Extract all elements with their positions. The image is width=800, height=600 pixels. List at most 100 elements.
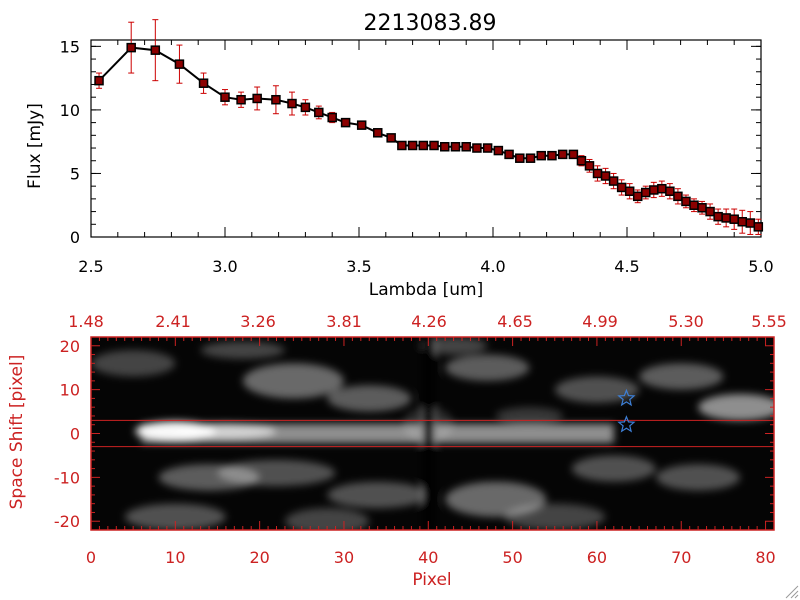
data-point xyxy=(271,94,281,105)
data-point xyxy=(557,149,568,160)
data-point xyxy=(236,94,246,105)
image-blob xyxy=(419,337,488,355)
data-point xyxy=(493,145,504,156)
data-point xyxy=(356,120,367,130)
x-tick-label: 80 xyxy=(755,548,775,567)
top-wavelength-label: 2.41 xyxy=(155,312,191,331)
data-point xyxy=(198,78,209,88)
data-point xyxy=(397,140,407,151)
data-point xyxy=(472,143,482,153)
y-tick-label: -20 xyxy=(54,512,80,531)
data-point xyxy=(616,182,627,193)
y-tick-label: 10 xyxy=(60,381,80,400)
data-point xyxy=(429,140,439,151)
spectrum-error-bars xyxy=(96,19,762,235)
data-point xyxy=(608,176,619,186)
data-point xyxy=(576,155,587,166)
y-tick-label: 10 xyxy=(60,101,80,120)
x-tick-label: 40 xyxy=(418,548,438,567)
y-tick-label: 15 xyxy=(60,37,80,56)
image-blob xyxy=(656,464,741,491)
dark-column xyxy=(421,337,436,530)
data-point xyxy=(373,128,383,138)
y-tick-label: 0 xyxy=(70,228,80,247)
x-tick-label: 60 xyxy=(587,548,607,567)
image-blob xyxy=(445,354,530,381)
spectrum-frame xyxy=(90,39,762,238)
data-point xyxy=(681,196,691,207)
star-icon xyxy=(617,388,636,407)
data-point xyxy=(174,59,185,69)
data-point xyxy=(649,185,659,195)
data-point xyxy=(287,98,297,109)
image-blob xyxy=(327,481,429,509)
data-point xyxy=(536,150,546,161)
data-point xyxy=(126,42,136,53)
y-tick-label: 0 xyxy=(70,425,80,444)
top-wavelength-label: 3.81 xyxy=(326,312,362,331)
data-point xyxy=(407,140,418,151)
data-point xyxy=(657,183,667,194)
data-point xyxy=(482,143,493,153)
resize-grip-icon[interactable] xyxy=(785,585,799,599)
spectrum-y-tick-labels: 0 5 10 15 xyxy=(60,37,80,247)
spectrum-markers xyxy=(94,42,764,232)
top-wavelength-label: 1.48 xyxy=(68,312,104,331)
data-point xyxy=(327,112,337,123)
data-point xyxy=(592,168,603,179)
data-point xyxy=(665,186,675,196)
image-blob xyxy=(285,508,370,530)
data-point xyxy=(450,142,461,152)
data-point xyxy=(641,187,651,198)
data-point xyxy=(300,102,311,113)
star-icon xyxy=(617,415,636,433)
x-tick-label: 3.5 xyxy=(346,257,371,276)
data-point xyxy=(697,203,707,213)
data-point xyxy=(252,93,262,104)
top-wavelength-label: 5.55 xyxy=(751,312,787,331)
image-y-axis-label: Space Shift [pixel] xyxy=(7,355,27,510)
data-point xyxy=(220,92,230,102)
image-blob xyxy=(217,459,336,487)
extraction-lines xyxy=(91,419,774,448)
spectrum-y-axis-label: Flux [mJy] xyxy=(25,103,45,189)
x-tick-label: 70 xyxy=(671,548,691,567)
image-blob xyxy=(571,455,656,482)
image-y-tick-labels: -20 -10 0 10 20 xyxy=(54,337,80,531)
data-point xyxy=(547,150,557,161)
image-x-axis-label: Pixel xyxy=(412,570,451,590)
data-point xyxy=(386,133,396,143)
data-point xyxy=(568,149,579,160)
chart-title: 2213083.89 xyxy=(364,11,497,36)
data-point xyxy=(440,142,450,152)
image-x-tick-labels: 0 10 20 30 40 50 60 70 80 xyxy=(86,548,776,567)
data-point xyxy=(461,142,471,152)
x-tick-label: 5.0 xyxy=(748,257,773,276)
data-point xyxy=(515,153,525,163)
data-point xyxy=(632,191,643,202)
data-point xyxy=(721,213,731,223)
x-tick-label: 4.5 xyxy=(614,257,639,276)
data-point xyxy=(314,107,324,118)
data-point xyxy=(94,75,104,86)
source-markers xyxy=(617,388,636,433)
x-tick-label: 10 xyxy=(165,548,185,567)
image-blob xyxy=(554,376,639,403)
data-point xyxy=(525,153,536,163)
image-blob xyxy=(639,363,724,390)
spectrum-panel: 2.5 3.0 3.5 4.0 4.5 5.0 0 5 10 15 Lambda [um] Fl… xyxy=(25,19,774,300)
data-point xyxy=(150,45,161,55)
top-wavelength-label: 5.30 xyxy=(668,312,704,331)
top-wavelength-label: 4.26 xyxy=(411,312,447,331)
image-blob xyxy=(495,407,564,425)
x-tick-label: 3.0 xyxy=(212,257,237,276)
spatial-image-panel: 0 10 20 30 40 50 60 70 80 1.48 2.41 3.26 3.81 4.26 4.… xyxy=(7,312,787,590)
spectrum-ticks xyxy=(90,40,762,238)
x-tick-label: 30 xyxy=(334,548,354,567)
data-point xyxy=(713,211,723,222)
spectrum-x-tick-labels: 2.5 3.0 3.5 4.0 4.5 5.0 xyxy=(78,257,773,276)
image-blob xyxy=(200,341,285,359)
data-point xyxy=(584,161,595,171)
spectrum-x-axis-label: Lambda [um] xyxy=(369,280,483,300)
